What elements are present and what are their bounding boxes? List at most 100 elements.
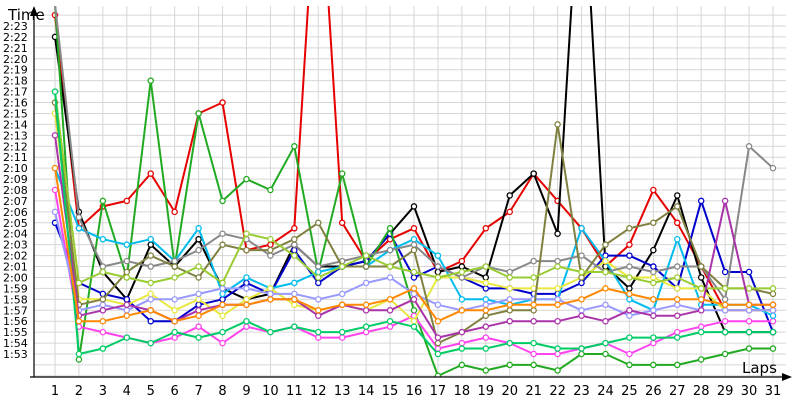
gridlines [34,6,786,377]
x-tick-label: 6 [171,384,179,399]
data-point [602,301,609,309]
data-point [769,290,777,298]
data-point [578,252,585,259]
data-point [602,257,609,265]
x-tick-label: 15 [382,384,399,399]
x-tick-label: 2 [75,384,83,399]
data-point [650,312,657,319]
data-point [315,274,322,281]
data-point [458,296,466,303]
data-point [458,328,466,336]
data-point [697,197,705,205]
x-tick-label: 26 [645,384,662,399]
data-point [626,334,633,341]
x-tick-label: 12 [310,384,327,399]
data-point [626,296,633,303]
data-point [530,350,537,358]
data-point [769,307,777,314]
data-point [650,296,657,303]
data-point [99,263,107,270]
data-point [123,268,131,276]
data-point [195,110,202,117]
data-point [219,328,226,336]
data-point [578,345,585,352]
data-point [721,197,729,205]
data-point [626,285,633,292]
data-point [219,279,226,287]
data-point [410,246,418,254]
data-point [650,307,657,314]
data-point [506,361,513,369]
data-point [123,296,131,303]
data-point [410,285,418,292]
data-point [219,241,226,248]
data-point [530,301,537,309]
data-point [243,279,250,287]
data-point [386,246,394,254]
data-point [554,345,561,352]
data-point [291,296,298,303]
x-tick-label: 5 [147,384,155,399]
data-point [267,246,274,254]
y-tick-label: 2:02 [3,250,28,263]
data-point [75,350,83,358]
x-tick-labels: 1 2 3 4 5 6 7 8 9 10 11 12 13 14 15 16 17 18 19 20 21 22 23 24 2… [51,384,781,399]
data-point [362,307,370,314]
y-tick-label: 2:04 [3,228,28,241]
data-point [458,274,466,281]
data-point [506,208,513,216]
data-point [147,296,154,303]
data-point [721,268,729,276]
y-tick-label: 2:18 [3,75,28,88]
data-point [171,307,178,314]
data-point [554,317,561,325]
data-point [434,252,442,259]
data-point [195,323,202,330]
y-tick-label: 2:13 [3,129,28,142]
data-point [171,274,178,281]
data-point [674,301,681,309]
data-point [650,263,657,270]
data-point [99,268,107,276]
data-point [674,361,681,369]
data-point [434,345,442,352]
data-point [721,285,729,292]
data-point [602,339,609,347]
data-point [506,296,513,303]
y-tick-label: 2:23 [3,20,28,33]
data-point [458,268,466,276]
data-point [171,317,178,325]
data-point [482,334,490,341]
y-tick-label: 2:08 [3,184,28,197]
data-point [458,307,466,314]
data-point [291,252,298,259]
data-point [219,290,226,298]
x-tick-label: 13 [334,384,351,399]
data-point [482,301,490,309]
data-point [99,345,107,352]
data-point [243,175,250,183]
data-point [674,274,681,281]
data-point [745,301,753,309]
data-point [243,246,250,254]
data-point [482,323,490,330]
x-tick-label: 21 [525,384,542,399]
data-point [315,268,322,276]
x-tick-label: 14 [358,384,375,399]
y-tick-label: 1:54 [3,337,28,350]
y-tick-label: 2:07 [3,195,28,208]
data-point [123,301,131,309]
x-axis-title: Laps [742,359,777,377]
data-point [769,164,777,172]
data-point [147,77,154,84]
data-point [674,263,681,270]
data-point [171,296,178,303]
data-point [195,235,202,243]
y-tick-label: 2:01 [3,261,28,274]
data-point [602,241,609,248]
x-tick-label: 4 [123,384,131,399]
data-point [506,274,513,281]
data-point [578,307,585,314]
data-point [506,301,513,309]
x-tick-label: 11 [286,384,303,399]
